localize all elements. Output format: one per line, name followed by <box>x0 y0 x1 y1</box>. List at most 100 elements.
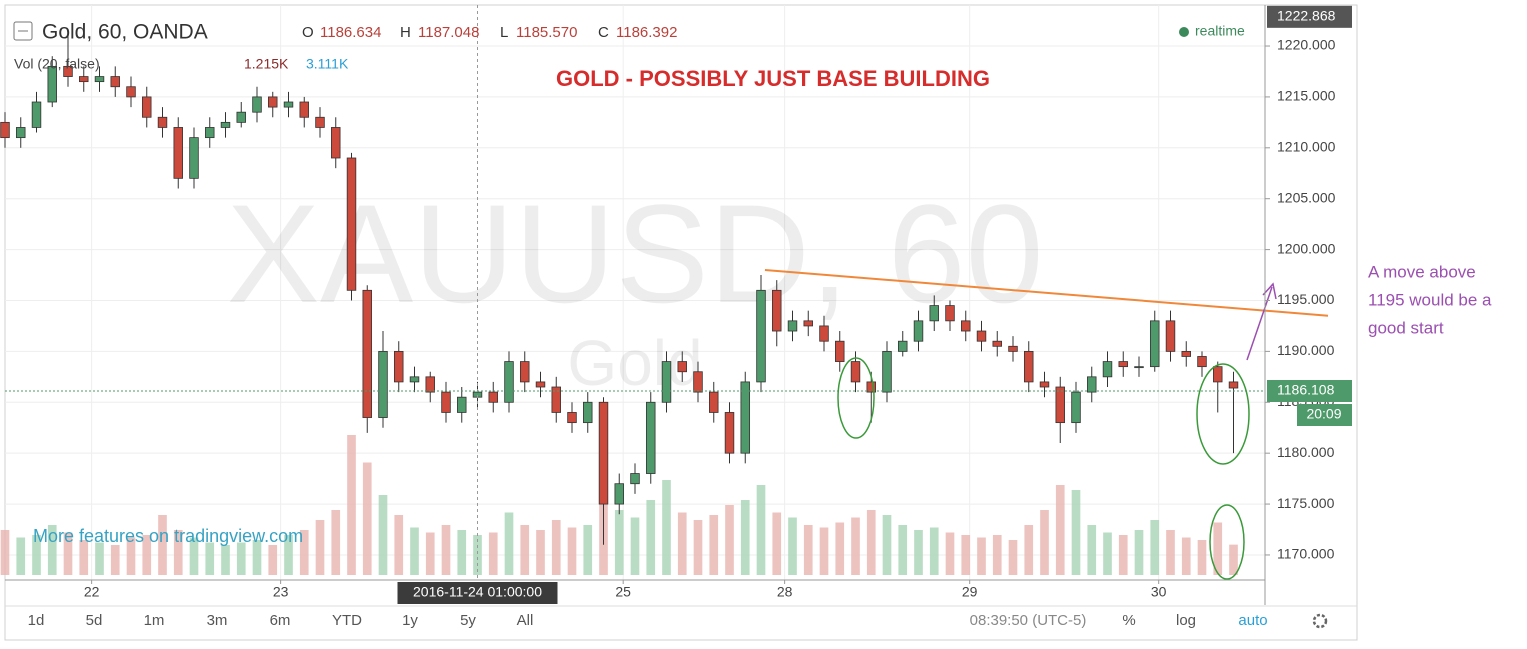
candle-body <box>1071 391 1081 424</box>
promo[interactable]: More features on tradingview.com <box>33 526 303 546</box>
collapse-icon[interactable] <box>13 21 33 41</box>
candle-body <box>0 121 10 139</box>
candle-body <box>252 96 262 113</box>
candle-body <box>646 401 656 474</box>
volume-bar <box>614 510 624 575</box>
volume-bar <box>347 435 356 575</box>
volume-bar <box>819 527 829 575</box>
candle-body <box>1181 350 1191 357</box>
clock: 08:39:50 (UTC-5) <box>970 612 1087 629</box>
candle-body <box>693 371 703 393</box>
highlight-ellipse <box>1209 504 1245 580</box>
range-button[interactable]: 1m <box>144 612 165 629</box>
trendline <box>764 268 1329 317</box>
symbol[interactable]: Gold, 60, OANDA <box>42 21 208 44</box>
volume-bar <box>284 535 293 575</box>
volume-bar <box>772 512 782 575</box>
candle-body <box>898 340 908 352</box>
annotation-title: GOLD - POSSIBLY JUST BASE BUILDING <box>556 66 990 91</box>
volume-bar <box>488 532 498 575</box>
volume-bar <box>630 517 640 575</box>
candle-body <box>992 340 1002 347</box>
high-marker-box <box>1267 5 1352 28</box>
volume-bar <box>394 515 404 575</box>
volume-bar <box>1166 530 1175 575</box>
volume-bar <box>378 495 388 575</box>
volume-bar <box>662 480 671 575</box>
candle-body <box>1087 376 1097 393</box>
candle-body <box>1039 381 1050 388</box>
range-button[interactable]: 3m <box>207 612 228 629</box>
range-button[interactable]: YTD <box>332 612 362 629</box>
range-button[interactable]: 6m <box>270 612 291 629</box>
highlight-ellipse <box>1196 363 1250 465</box>
candle-body <box>835 340 845 362</box>
volume-bar <box>173 530 183 575</box>
side-note: good start <box>1368 318 1444 337</box>
crosshair-label: 2016-11-24 01:00:00 <box>413 584 542 600</box>
candle-body <box>126 86 136 98</box>
candle-body <box>614 483 624 505</box>
candle-body <box>740 381 750 454</box>
candle-body <box>441 391 451 413</box>
range-button[interactable]: 1d <box>28 612 45 629</box>
candle-body <box>772 289 782 332</box>
percent-toggle[interactable]: % <box>1122 612 1135 629</box>
y-tick-label: 1180.000 <box>1277 444 1335 460</box>
volume-bar <box>473 535 482 575</box>
volume-bar <box>898 525 908 575</box>
candle-body <box>299 101 309 118</box>
candle-body <box>535 381 546 388</box>
volume-bar <box>95 542 104 575</box>
arrow <box>1246 286 1273 361</box>
candle-body <box>31 101 42 128</box>
volume-bar <box>331 510 341 575</box>
volume-bar <box>1071 490 1081 575</box>
volume-bar <box>709 515 719 575</box>
settings-icon[interactable] <box>1312 613 1328 629</box>
vol-value: 1.215K <box>244 56 289 72</box>
range-button[interactable]: 1y <box>402 612 418 629</box>
volume-bar <box>536 530 545 575</box>
arrow-head <box>1262 282 1277 300</box>
crosshair-label-box <box>397 582 558 604</box>
volume-bar <box>1008 540 1018 575</box>
candle-body <box>504 361 514 403</box>
volume-bar <box>221 545 230 575</box>
candle-body <box>551 386 561 413</box>
volume-bar <box>788 517 797 575</box>
ohlc-value: 1187.048 <box>418 24 479 41</box>
candle-body <box>583 401 593 424</box>
candle-body <box>945 305 955 322</box>
candle-body <box>157 116 168 128</box>
candle-body <box>315 116 325 128</box>
y-tick-label: 1190.000 <box>1277 342 1335 358</box>
candle-body <box>1055 386 1065 424</box>
candle-body <box>567 412 577 424</box>
candle-body <box>142 96 152 118</box>
range-button[interactable]: 5y <box>460 612 476 629</box>
range-button[interactable]: 5d <box>86 612 103 629</box>
candle-body <box>220 121 231 128</box>
volume-bar <box>992 535 1002 575</box>
range-button[interactable]: All <box>517 612 534 629</box>
ohlc-label: C <box>598 24 609 41</box>
candle-body <box>677 361 687 373</box>
volume-bar <box>1040 510 1049 575</box>
y-tick-label: 1205.000 <box>1277 189 1336 205</box>
x-tick-label: 23 <box>273 584 289 600</box>
volume-bar <box>851 517 860 575</box>
x-tick-label: 29 <box>962 584 978 600</box>
volume-bar <box>252 540 262 575</box>
volume-bar <box>1103 532 1112 575</box>
volume-bar <box>362 462 372 575</box>
candle-body <box>819 325 829 342</box>
countdown: 20:09 <box>1306 406 1341 422</box>
auto-toggle[interactable]: auto <box>1238 612 1267 629</box>
candle-body <box>425 376 435 393</box>
candle-body <box>1134 366 1144 369</box>
volume-bar <box>126 537 136 575</box>
log-toggle[interactable]: log <box>1176 612 1196 629</box>
volume-bar <box>236 542 246 575</box>
